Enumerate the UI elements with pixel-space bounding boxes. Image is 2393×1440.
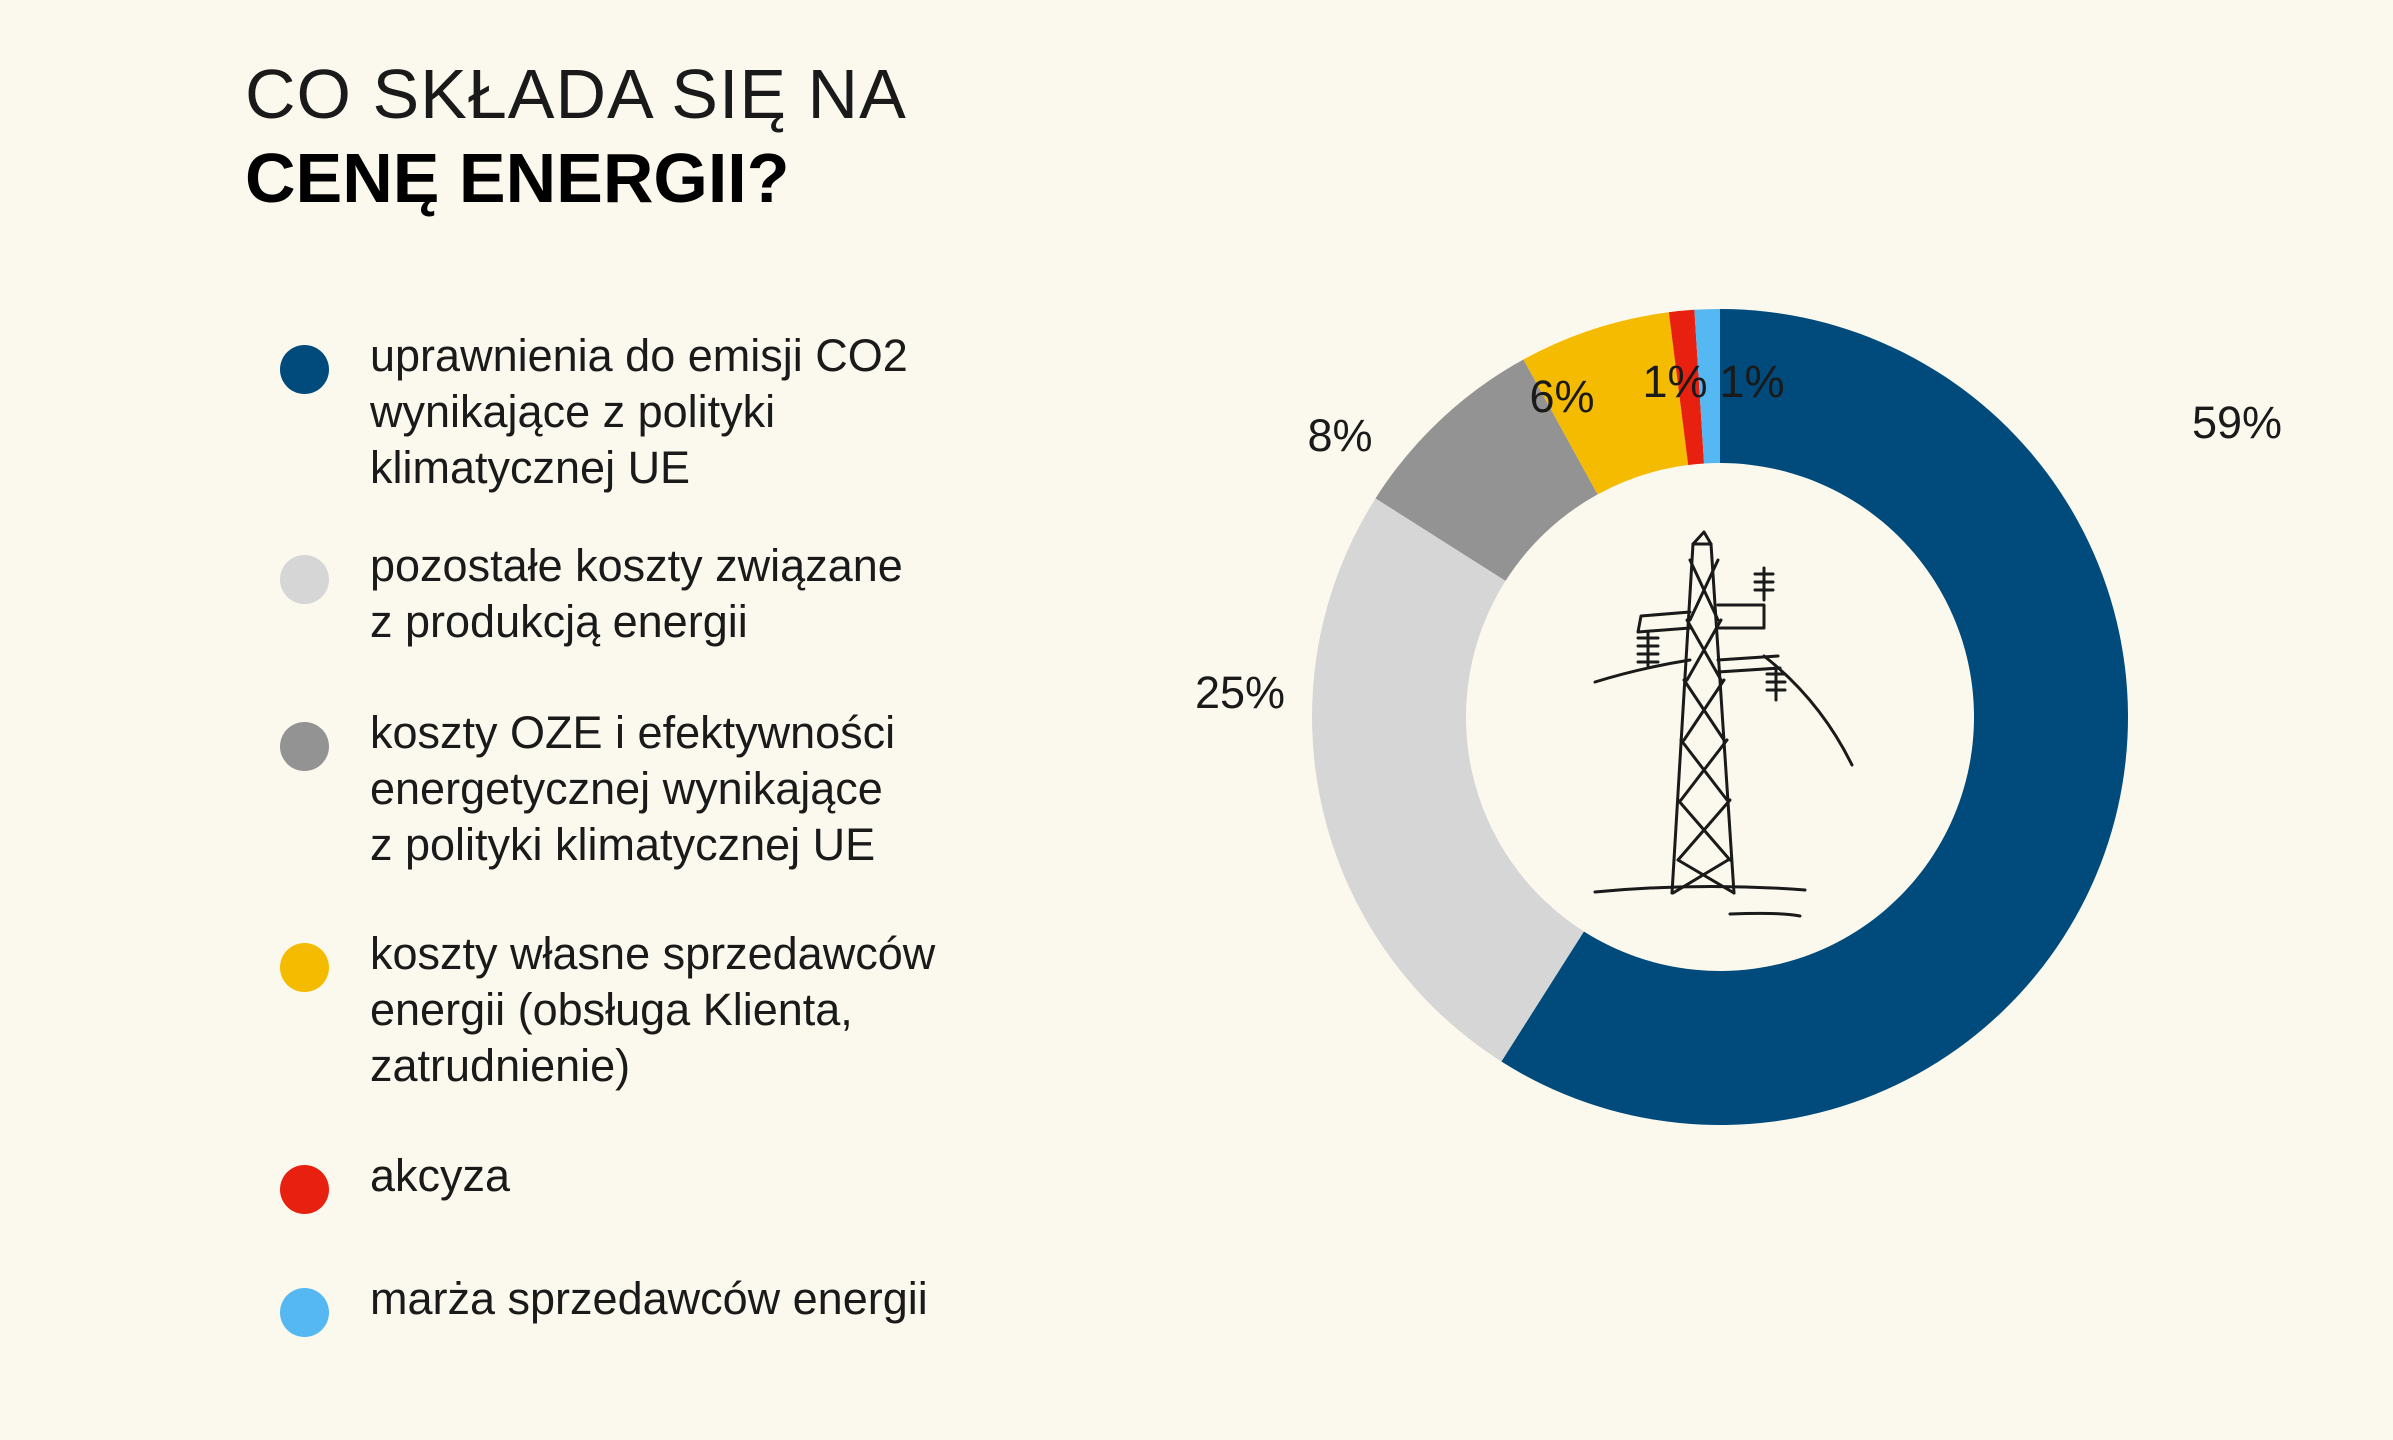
value-label-co2: 59%: [2192, 397, 2282, 448]
donut-chart: 59% 25% 8% 6% 1% 1%: [1195, 309, 2282, 1125]
value-label-oze: 8%: [1307, 410, 1372, 461]
chart-title: CO SKŁADA SIĘ NA CENĘ ENERGII?: [245, 52, 907, 220]
donut-slice-oze: [1375, 359, 1598, 581]
donut-value-labels: 59% 25% 8% 6% 1% 1%: [1195, 356, 2282, 718]
value-label-excise: 1%: [1642, 356, 1707, 407]
legend-label-margin: marża sprzedawców energii: [370, 1273, 928, 1324]
legend-swatch-oze: [280, 722, 329, 771]
donut-slice-production: [1312, 498, 1584, 1062]
legend-label-excise: akcyza: [370, 1150, 511, 1201]
value-label-seller-costs: 6%: [1529, 371, 1594, 422]
power-pylon-icon: [1593, 530, 1854, 918]
legend-swatch-co2: [280, 345, 329, 394]
title-line-2: CENĘ ENERGII?: [245, 139, 790, 217]
legend-swatch-production: [280, 555, 329, 604]
donut-slice-excise: [1668, 309, 1705, 466]
donut-slice-co2: [1501, 309, 2128, 1125]
donut-slices: [1312, 309, 2128, 1125]
legend-label-co2: uprawnienia do emisji CO2 wynikające z p…: [370, 330, 908, 493]
value-label-production: 25%: [1195, 667, 1285, 718]
title-line-1: CO SKŁADA SIĘ NA: [245, 55, 907, 133]
donut-slice-margin: [1694, 309, 1720, 464]
legend-label-production: pozostałe koszty związane z produkcją en…: [370, 540, 903, 647]
legend-label-oze: koszty OZE i efektywności energetycznej …: [370, 707, 896, 870]
legend-swatch-seller-costs: [280, 943, 329, 992]
legend-swatch-excise: [280, 1165, 329, 1214]
legend-swatch-margin: [280, 1288, 329, 1337]
value-label-margin: 1%: [1719, 356, 1784, 407]
legend-label-seller-costs: koszty własne sprzedawców energii (obsłu…: [370, 928, 936, 1091]
donut-slice-seller-costs: [1523, 312, 1689, 495]
